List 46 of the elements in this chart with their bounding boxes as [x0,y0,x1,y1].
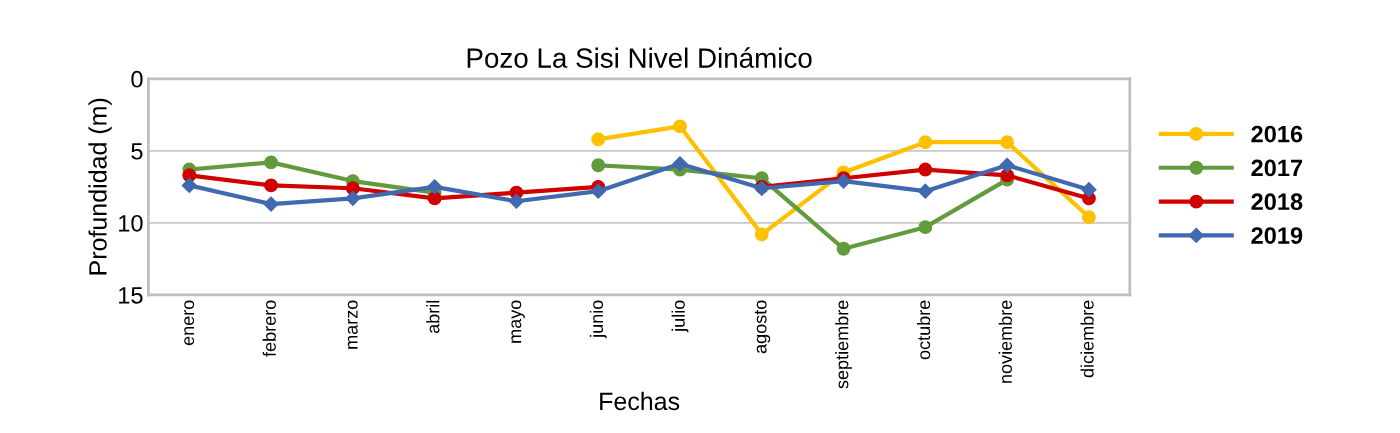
x-tick-label: noviembre [998,300,1012,383]
point [181,177,197,193]
point [264,155,279,170]
x-tick-label: marzo [347,300,358,349]
chart-title: Pozo La Sisi Nivel Dinámico [467,47,812,68]
point [508,193,524,209]
point [264,178,279,193]
x-tick-label: junio [589,300,607,339]
point [1081,182,1097,198]
point [918,220,933,235]
x-tick-label: mayo [511,300,525,343]
point [999,157,1015,173]
point [836,241,851,256]
y-tick-label: 5 [131,143,143,160]
x-tick-label: febrero [262,300,276,357]
point [1081,210,1096,225]
point [673,119,687,134]
x-tick-label: octubre [916,300,931,360]
y-tick-label: 15 [119,287,143,304]
legend-label: 2019 [1251,227,1303,244]
point [345,190,361,206]
point [754,227,769,242]
point [917,183,933,199]
point [427,191,442,206]
point [591,132,606,147]
point [263,196,279,212]
point [591,158,606,173]
point [918,162,933,177]
y-tick-label: 0 [131,70,143,88]
x-tick-label: diciembre [1080,300,1094,378]
x-tick-label: abril [426,300,440,334]
point [1000,135,1015,150]
point [672,156,688,172]
point [918,135,933,150]
x-tick-label: enero [184,300,195,346]
x-tick-label: agosto [754,300,771,354]
x-tick-label: septiembre [835,300,852,389]
legend-label: 2016 [1251,125,1303,143]
legend-label: 2018 [1251,193,1303,211]
point [427,179,443,195]
y-tick-label: 10 [119,214,143,232]
legend-label: 2017 [1251,159,1303,177]
point [590,183,606,199]
x-tick-label: julio [671,300,689,333]
y-axis-title: Profundidad (m) [88,98,112,275]
x-axis-title: Fechas [600,391,680,411]
